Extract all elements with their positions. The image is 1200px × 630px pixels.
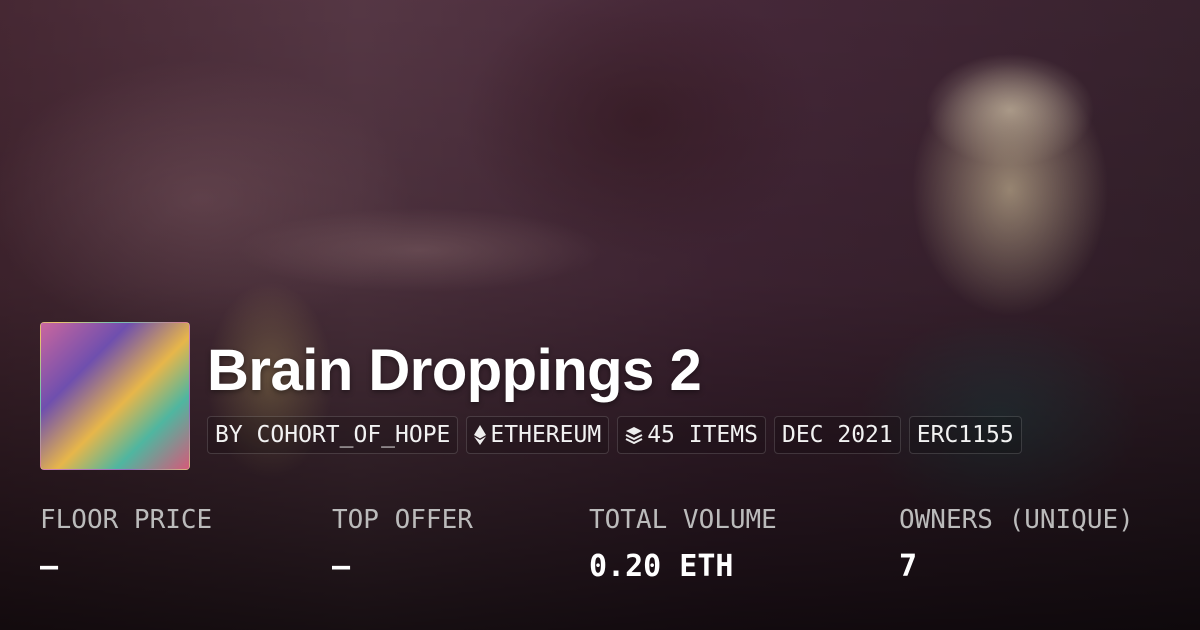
stat-total-volume: TOTAL VOLUME 0.20 ETH [589, 505, 777, 584]
stat-value: 7 [899, 549, 918, 584]
collection-tags: BY COHORT_OF_HOPE ETHEREUM 45 ITEMS DEC … [207, 416, 1022, 454]
collection-title: Brain Droppings 2 [207, 338, 702, 403]
stat-value: 0.20 ETH [589, 549, 734, 584]
layers-icon [625, 427, 643, 444]
collection-thumbnail [40, 322, 190, 470]
date-tag: DEC 2021 [773, 416, 901, 454]
stat-value: – [40, 549, 59, 584]
stat-label: TOTAL VOLUME [589, 505, 777, 535]
stat-floor-price: FLOOR PRICE – [40, 505, 212, 584]
tag-label: 45 ITEMS [647, 422, 758, 448]
stat-label: FLOOR PRICE [40, 505, 213, 535]
tag-label: BY COHORT_OF_HOPE [215, 422, 451, 448]
standard-tag: ERC1155 [908, 416, 1022, 454]
stat-top-offer: TOP OFFER – [332, 505, 473, 584]
stat-value: – [332, 549, 351, 584]
tag-label: ETHEREUM [490, 422, 602, 448]
ethereum-icon [474, 425, 487, 445]
tag-label: ERC1155 [916, 422, 1014, 448]
tag-label: DEC 2021 [781, 422, 893, 448]
creator-tag: BY COHORT_OF_HOPE [207, 416, 459, 454]
stat-owners: OWNERS (UNIQUE) 7 [899, 505, 1134, 584]
items-tag: 45 ITEMS [617, 416, 766, 454]
stat-label: OWNERS (UNIQUE) [899, 505, 1134, 535]
stat-label: TOP OFFER [332, 505, 473, 535]
chain-tag: ETHEREUM [466, 416, 610, 454]
